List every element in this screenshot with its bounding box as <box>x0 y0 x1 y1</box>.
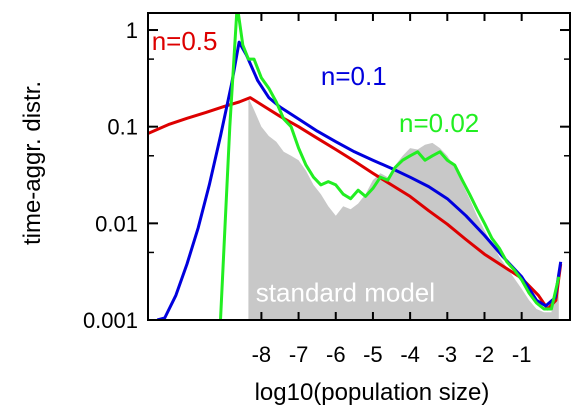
x-tick-label: -8 <box>252 342 272 367</box>
x-tick-label: -5 <box>363 342 383 367</box>
x-axis-title: log10(population size) <box>255 379 490 406</box>
x-tick-label: -2 <box>475 342 495 367</box>
x-tick-label: -1 <box>512 342 532 367</box>
annotation-layer: n=0.5 n=0.1 n=0.02 standard model <box>152 26 480 308</box>
annotation-n-0-1: n=0.1 <box>321 61 387 91</box>
area-layer <box>248 97 559 320</box>
y-tick-label: 0.01 <box>95 211 138 236</box>
plot-frame <box>147 12 571 321</box>
x-tick-label: -3 <box>438 342 458 367</box>
area-standard-model <box>248 97 559 320</box>
line-n-0-02 <box>219 13 561 320</box>
y-tick-label: 1 <box>126 18 138 43</box>
annotation-standard-model: standard model <box>256 278 435 308</box>
y-tick-label: 0.001 <box>83 308 138 333</box>
x-tick-label: -6 <box>326 342 346 367</box>
line-layer <box>148 13 563 320</box>
y-tick-label: 0.1 <box>107 115 138 140</box>
annotation-n-0-02: n=0.02 <box>399 108 479 138</box>
x-tick-label: -4 <box>400 342 420 367</box>
y-axis-title: time-aggr. distr. <box>19 81 46 245</box>
annotation-n-0-5: n=0.5 <box>152 26 218 56</box>
tick-layer: -8 -7 -6 -5 -4 -3 -2 -1 1 0.1 0.01 0.001 <box>83 13 570 367</box>
x-tick-label: -7 <box>289 342 309 367</box>
